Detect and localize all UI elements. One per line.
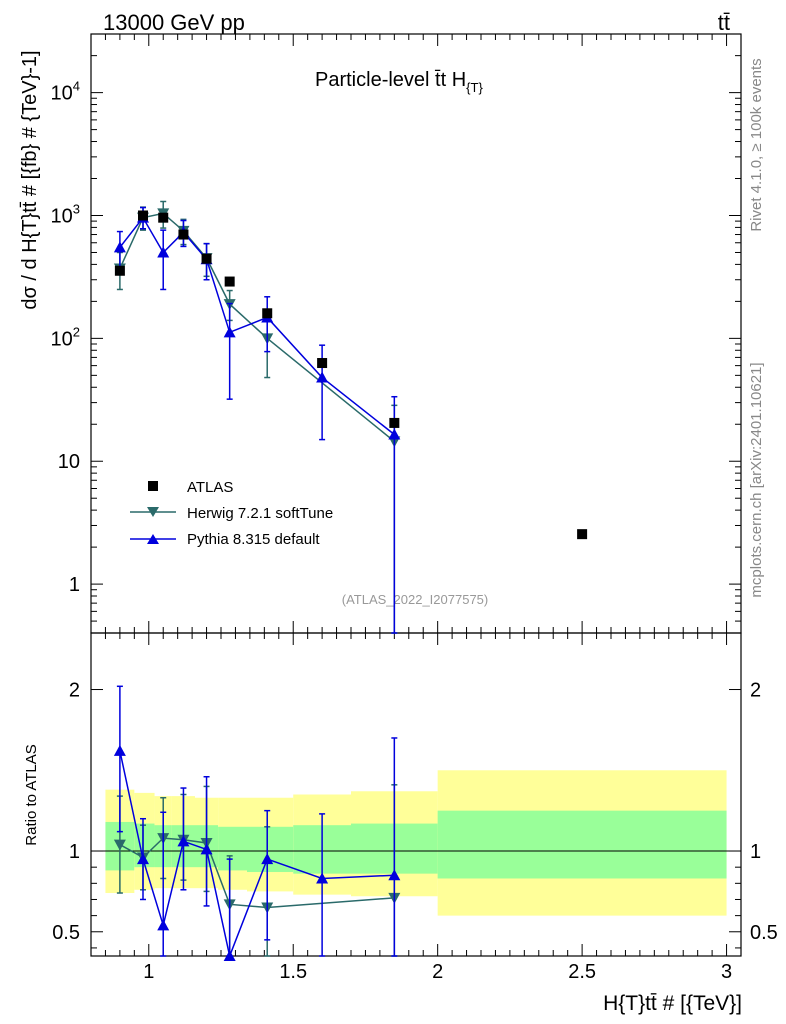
y-tick-label: 104 xyxy=(51,79,80,105)
herwig-ratio-point xyxy=(113,839,126,851)
pythia-point xyxy=(316,371,329,383)
atlas-point xyxy=(577,529,588,540)
ratio-bands xyxy=(105,770,727,916)
pythia-ratio-point xyxy=(316,872,329,884)
atlas-series xyxy=(114,210,588,540)
legend-atlas-marker xyxy=(148,481,158,491)
ratio-y-axis-label: Ratio to ATLAS xyxy=(23,744,40,845)
y-tick-label: 103 xyxy=(51,201,80,227)
y-tick-label: 10 xyxy=(58,451,80,473)
x-tick-label: 2.5 xyxy=(568,961,596,983)
y-axis-label: dσ / d H{T}tt̄ # [{fb} # {TeV}-1] xyxy=(19,50,41,309)
pythia-ratio-point xyxy=(261,853,274,865)
rivet-label: Rivet 4.1.0, ≥ 100k events xyxy=(748,58,765,231)
mcplots-label: mcplots.cern.ch [arXiv:2401.10621] xyxy=(748,362,765,597)
legend-pythia-marker xyxy=(147,534,159,544)
pythia-point xyxy=(388,428,401,440)
plot-title: Particle-level t̄t H{T} xyxy=(315,69,483,95)
pythia-ratio-point xyxy=(113,744,126,756)
x-tick-label: 1.5 xyxy=(279,961,307,983)
legend-pythia-label: Pythia 8.315 default xyxy=(187,531,320,548)
pythia-ratio-point xyxy=(137,853,149,865)
pythia-ratio-point xyxy=(177,835,190,847)
atlas-point xyxy=(262,308,273,319)
herwig-series xyxy=(113,200,401,634)
legend-atlas-label: ATLAS xyxy=(187,479,233,496)
atlas-point xyxy=(201,253,212,264)
band-inner xyxy=(437,810,727,879)
pythia-line xyxy=(119,216,395,436)
legend-herwig-label: Herwig 7.2.1 softTune xyxy=(187,505,333,522)
atlas-point xyxy=(317,358,328,369)
x-axis-label: H{T}tt̄ # [{TeV}] xyxy=(603,992,742,1015)
atlas-point xyxy=(224,276,235,287)
ratio-tick-label-right: 0.5 xyxy=(750,922,778,944)
ratio-tick-label: 0.5 xyxy=(52,922,80,944)
x-tick-label: 2 xyxy=(432,961,443,983)
atlas-point xyxy=(389,417,400,428)
pythia-series xyxy=(113,206,401,634)
analysis-id: (ATLAS_2022_I2077575) xyxy=(342,592,488,607)
legend: ATLAS Herwig 7.2.1 softTune Pythia 8.315… xyxy=(130,479,333,548)
ratio-tick-label: 1 xyxy=(69,841,80,863)
pythia-ratio-point xyxy=(200,843,213,855)
y-tick-label: 102 xyxy=(51,324,80,350)
atlas-point xyxy=(138,210,148,221)
pythia-point xyxy=(113,241,126,253)
band-inner xyxy=(247,826,294,873)
pythia-point xyxy=(223,326,236,338)
y-tick-label: 1 xyxy=(69,574,80,596)
atlas-point xyxy=(114,265,125,276)
ratio-tick-label-right: 1 xyxy=(750,841,761,863)
pythia-ratio-point xyxy=(388,869,401,881)
x-tick-label: 3 xyxy=(721,961,732,983)
process-label: tt̄ xyxy=(718,10,730,35)
ratio-tick-label: 2 xyxy=(69,680,80,702)
pythia-point xyxy=(157,246,170,258)
atlas-point xyxy=(178,229,189,240)
legend-herwig-marker xyxy=(147,507,159,517)
atlas-point xyxy=(158,212,169,223)
band-inner xyxy=(218,826,247,871)
x-tick-label: 1 xyxy=(143,961,154,983)
pythia-ratio-point xyxy=(223,950,236,961)
ratio-frame xyxy=(90,632,742,957)
pythia-ratio-point xyxy=(157,919,170,931)
pythia-ratio-series xyxy=(113,685,401,961)
collider-label: 13000 GeV pp xyxy=(103,10,245,35)
ratio-tick-label-right: 2 xyxy=(750,680,761,702)
